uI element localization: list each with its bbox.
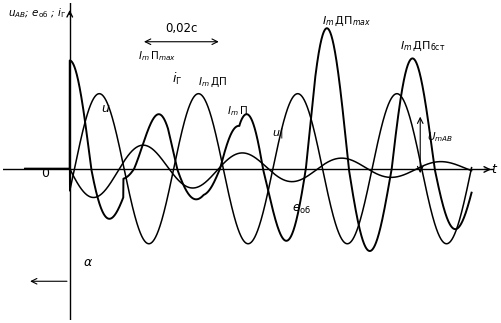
Text: 0,02с: 0,02с <box>165 22 197 35</box>
Text: $I_m\,\Pi$: $I_m\,\Pi$ <box>226 104 247 118</box>
Text: $t$: $t$ <box>490 163 497 176</box>
Text: $u$: $u$ <box>101 102 110 115</box>
Text: $I_m\,\text{Д}\Pi_{max}$: $I_m\,\text{Д}\Pi_{max}$ <box>321 15 370 28</box>
Text: $u_{AB}$; $e_{\text{об}}$ ; $i_{\Gamma}$: $u_{AB}$; $e_{\text{об}}$ ; $i_{\Gamma}$ <box>8 6 66 20</box>
Text: $I_m\,\text{Д}\Pi$: $I_m\,\text{Д}\Pi$ <box>198 76 226 89</box>
Text: $U_{mAB}$: $U_{mAB}$ <box>426 130 452 144</box>
Text: $e_{\text{об}}$: $e_{\text{об}}$ <box>292 203 311 216</box>
Text: $\alpha$: $\alpha$ <box>82 256 93 269</box>
Text: $u|$: $u|$ <box>271 126 283 140</box>
Text: $0$: $0$ <box>41 167 50 180</box>
Text: $i_{\Gamma}$: $i_{\Gamma}$ <box>171 71 182 87</box>
Text: $I_m\,\text{Д}\Pi_{\text{бст}}$: $I_m\,\text{Д}\Pi_{\text{бст}}$ <box>399 39 444 53</box>
Text: $I_m\,\Pi_{max}$: $I_m\,\Pi_{max}$ <box>138 49 175 63</box>
